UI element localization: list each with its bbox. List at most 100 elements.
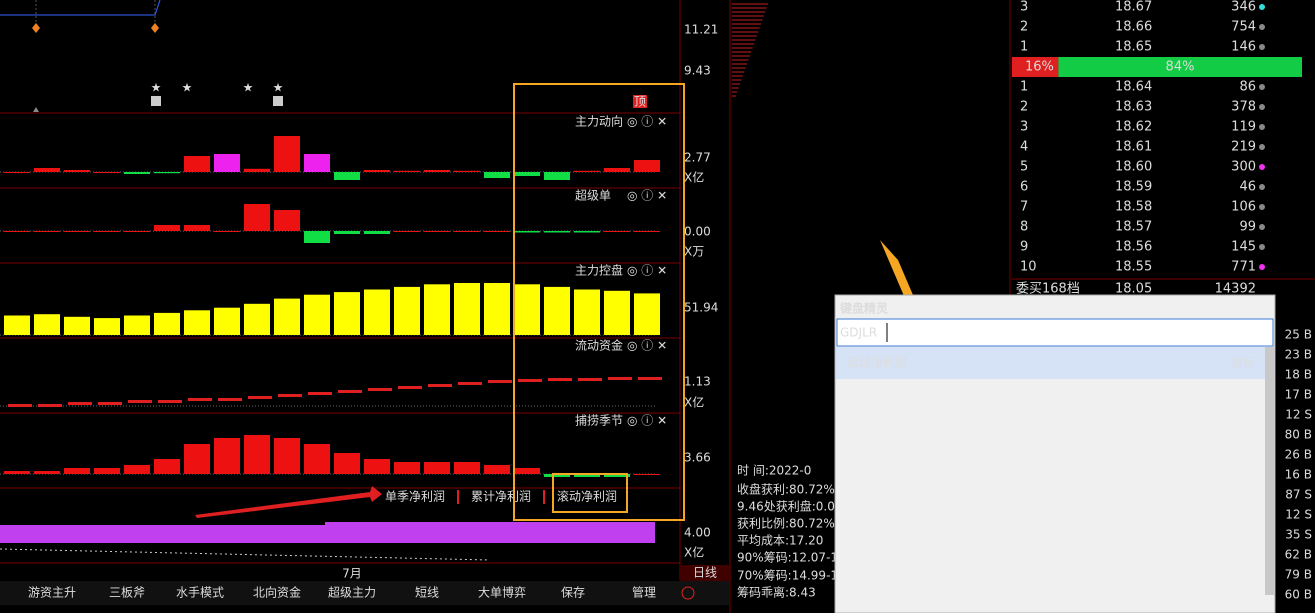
dot xyxy=(1259,144,1265,150)
trade: 12 S xyxy=(1285,508,1312,522)
chip-stat: 收盘获利:80.72% xyxy=(737,482,835,497)
level: 2 xyxy=(1020,100,1028,115)
search-input[interactable] xyxy=(836,318,1274,347)
indicator-bar xyxy=(364,170,390,172)
level: 3 xyxy=(1020,0,1028,15)
tab[interactable]: 大单博弈 xyxy=(478,585,526,600)
dot xyxy=(1259,264,1265,270)
volume: 145 xyxy=(1231,240,1256,255)
volume: 300 xyxy=(1231,160,1256,175)
indicator-bar xyxy=(64,170,90,172)
indicator-name[interactable]: 主力控盘 xyxy=(575,263,623,278)
result-type: 指标 xyxy=(1231,355,1255,370)
price: 18.66 xyxy=(1115,20,1152,35)
price: 18.67 xyxy=(1115,0,1152,15)
indicator-bar xyxy=(454,462,480,474)
indicator-name[interactable]: 超级单 xyxy=(575,188,611,203)
indicator-bar xyxy=(364,231,390,234)
tab[interactable]: 短线 xyxy=(415,586,439,600)
indicator-bar xyxy=(424,462,450,474)
indicator-bar xyxy=(604,474,630,477)
flow-mark xyxy=(428,384,452,387)
price: 18.65 xyxy=(1115,40,1152,55)
flow-mark xyxy=(278,394,302,397)
icon xyxy=(151,96,161,106)
scrollbar[interactable] xyxy=(1265,347,1274,595)
dot xyxy=(1259,124,1265,130)
indicator-bar xyxy=(454,283,480,335)
tab-bar xyxy=(0,581,730,605)
flow-mark xyxy=(338,390,362,393)
profit-tab-active[interactable]: 滚动净利润 xyxy=(557,489,617,504)
price: 18.59 xyxy=(1115,180,1152,195)
indicator-bar xyxy=(94,172,120,173)
axis-label: 1.13 xyxy=(684,375,711,389)
flow-mark xyxy=(218,398,242,401)
panel-icons: ◎ ⓘ ✕ xyxy=(627,189,667,203)
price: 18.61 xyxy=(1115,140,1152,155)
price-line xyxy=(0,0,161,16)
indicator-bar xyxy=(484,231,510,232)
profit-bar xyxy=(0,525,325,543)
dot xyxy=(1259,184,1265,190)
indicator-bar xyxy=(274,136,300,172)
tab[interactable]: 水手模式 xyxy=(176,586,224,600)
indicator-bar xyxy=(244,168,270,172)
profit-tab[interactable]: 单季净利润 xyxy=(385,490,445,504)
indicator-name[interactable]: 捕捞季节 xyxy=(575,413,623,428)
tab[interactable]: 超级主力 xyxy=(328,585,376,600)
indicator-bar xyxy=(334,172,360,180)
level: 7 xyxy=(1020,200,1028,215)
indicator-bar xyxy=(634,474,660,475)
indicator-bar xyxy=(184,156,210,172)
buy-ratio xyxy=(1058,57,1302,77)
tab-toggle[interactable] xyxy=(681,586,695,600)
indicator-bar xyxy=(514,172,540,176)
dot xyxy=(1259,104,1265,110)
indicator-bar xyxy=(154,459,180,474)
volume: 771 xyxy=(1231,260,1256,275)
tab[interactable]: 管理 xyxy=(632,585,656,600)
flow-mark xyxy=(398,386,422,389)
volume: 106 xyxy=(1231,200,1256,215)
indicator-bar xyxy=(244,435,270,474)
search-text: GDJLR xyxy=(840,326,877,340)
panel-icons: ◎ ⓘ ✕ xyxy=(627,339,667,353)
volume: 754 xyxy=(1231,20,1256,35)
indicator-bar xyxy=(484,172,510,178)
flow-mark xyxy=(518,379,542,382)
trade: 79 B xyxy=(1285,568,1312,582)
indicator-bar xyxy=(214,307,240,335)
price: 18.55 xyxy=(1115,260,1152,275)
sell-ratio-label: 16% xyxy=(1025,60,1054,75)
arrow xyxy=(195,486,382,518)
trade: 12 S xyxy=(1285,408,1312,422)
icon xyxy=(273,96,283,106)
profit-tab[interactable]: 累计净利润 xyxy=(471,490,531,504)
flow-mark xyxy=(638,377,662,380)
price: 18.57 xyxy=(1115,220,1152,235)
panel-icons: ◎ ⓘ ✕ xyxy=(627,414,667,428)
indicator-bar xyxy=(214,231,240,232)
flow-mark xyxy=(458,382,482,385)
indicator-bar xyxy=(244,204,270,231)
tab[interactable]: 北向资金 xyxy=(253,585,301,600)
flow-mark xyxy=(248,396,272,399)
panel-icons: ◎ ⓘ ✕ xyxy=(627,264,667,278)
level: 9 xyxy=(1020,240,1028,255)
indicator-bar xyxy=(214,154,240,172)
tab[interactable]: 保存 xyxy=(561,586,585,600)
indicator-bar xyxy=(634,231,660,232)
indicator-bar xyxy=(304,231,330,243)
signal-text: 顶 xyxy=(634,95,646,109)
tab[interactable]: 三板斧 xyxy=(109,586,145,600)
level: 4 xyxy=(1020,140,1028,155)
result-row[interactable] xyxy=(836,347,1265,379)
indicator-name[interactable]: 流动资金 xyxy=(575,338,623,353)
indicator-bar xyxy=(94,468,120,474)
indicator-name[interactable]: 主力动向 xyxy=(575,114,623,129)
chip-stat: 90%筹码:12.07-19 xyxy=(737,551,846,565)
tab[interactable]: 游资主升 xyxy=(28,586,76,600)
level: 1 xyxy=(1020,40,1028,55)
